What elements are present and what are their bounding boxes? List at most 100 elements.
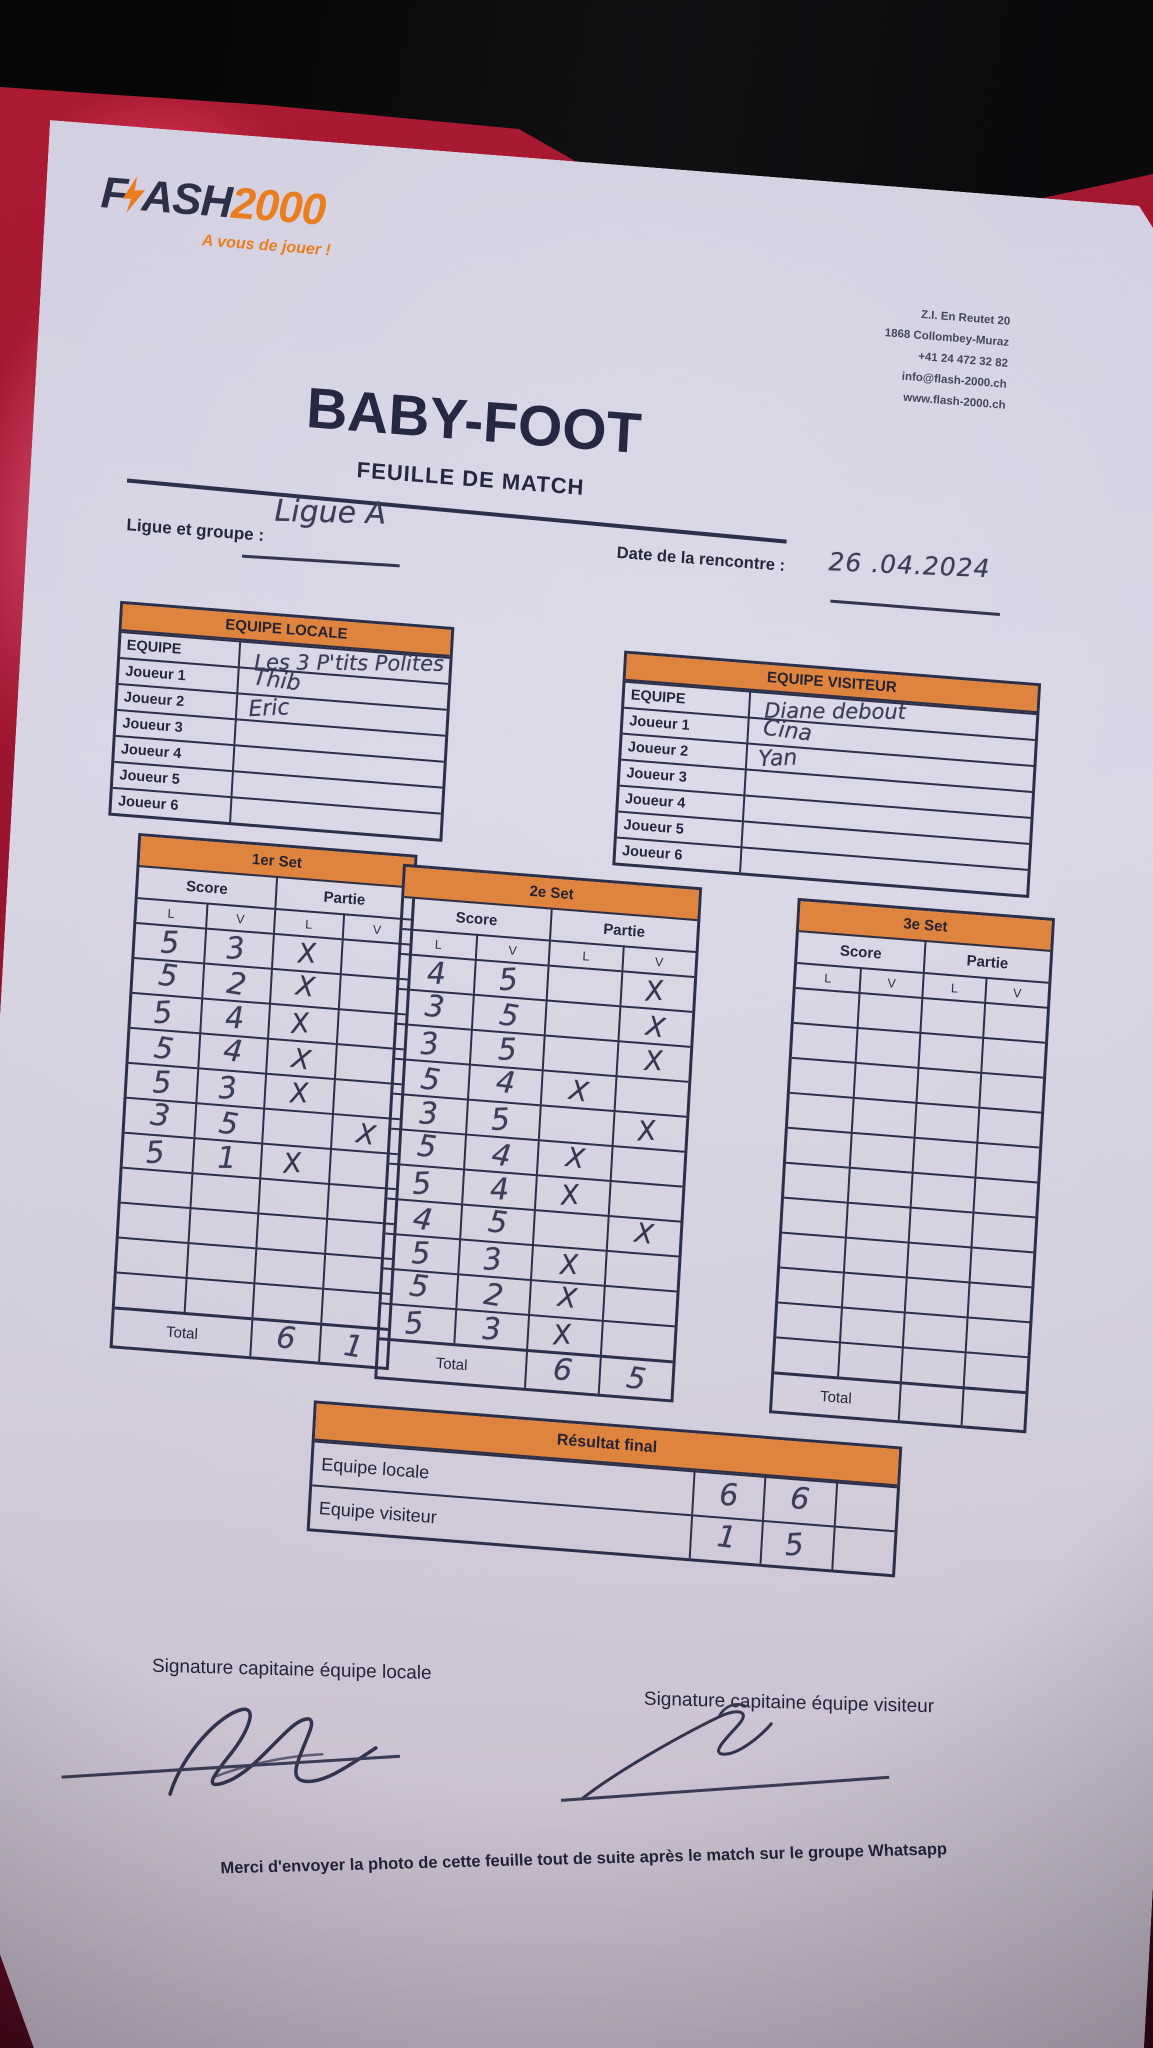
date-label: Date de la rencontre : bbox=[616, 543, 786, 575]
set-1-table: 1er Set Score Partie L V L V 5 3 X 5 2 X 5 4 X 5 4 X 5 3 X 3 5 X… bbox=[110, 833, 418, 1370]
local-captain-signature bbox=[149, 1690, 386, 1815]
score-cell bbox=[185, 1242, 255, 1282]
score-cell bbox=[855, 1027, 920, 1067]
score-cell: 5 bbox=[472, 959, 547, 1000]
score-cell bbox=[849, 1132, 914, 1172]
visitor-captain-signature bbox=[568, 1695, 786, 1813]
score-cell: 3 bbox=[195, 1067, 265, 1107]
partie-cell bbox=[607, 1180, 682, 1221]
handwritten-score: 5 bbox=[144, 1134, 166, 1171]
handwritten-x-mark: X bbox=[282, 1147, 303, 1180]
score-cell: 4 bbox=[199, 997, 269, 1037]
score-cell bbox=[851, 1097, 916, 1137]
partie-cell bbox=[906, 1241, 971, 1281]
partie-cell bbox=[910, 1172, 975, 1212]
score-cell: 5 bbox=[387, 1163, 462, 1204]
resultat-final-table: Résultat final Equipe locale 6 6 Equipe visi… bbox=[307, 1400, 903, 1577]
partie-cell bbox=[978, 1072, 1043, 1112]
handwritten-total: 1 bbox=[341, 1327, 366, 1366]
total-l-cell: 6 bbox=[249, 1317, 319, 1361]
league-underline bbox=[242, 555, 400, 567]
handwritten-x-mark: X bbox=[556, 1281, 578, 1315]
final-score-cell: 6 bbox=[762, 1476, 836, 1526]
score-cell: 2 bbox=[455, 1273, 530, 1314]
score-cell bbox=[847, 1167, 912, 1207]
handwritten-score: 3 bbox=[419, 1095, 439, 1132]
handwritten-score: 4 bbox=[221, 1032, 245, 1070]
handwritten-score: 3 bbox=[481, 1311, 502, 1347]
handwritten-score: 4 bbox=[225, 1000, 245, 1036]
handwritten-total: 6 bbox=[274, 1319, 298, 1358]
score-cell bbox=[853, 1062, 918, 1102]
logo-text-ash: ASH bbox=[140, 171, 233, 228]
handwritten-score: 4 bbox=[489, 1136, 514, 1175]
partie-cell bbox=[900, 1346, 965, 1386]
total-v-cell bbox=[961, 1386, 1026, 1430]
partie-cell bbox=[912, 1137, 977, 1177]
handwritten-x-mark: X bbox=[289, 1078, 309, 1110]
final-score-cell bbox=[831, 1525, 894, 1574]
partie-cell: X bbox=[265, 1038, 335, 1078]
set-3-table: 3e Set Score Partie L V L V Total bbox=[769, 898, 1055, 1433]
handwritten-score: 5 bbox=[151, 1029, 176, 1068]
handwritten-score: 5 bbox=[497, 996, 521, 1035]
handwritten-score: 5 bbox=[497, 1031, 517, 1068]
partie-cell bbox=[916, 1067, 981, 1107]
handwritten-team-value: Thib bbox=[251, 665, 302, 697]
handwritten-final-score: 1 bbox=[715, 1518, 738, 1557]
partie-cell bbox=[902, 1311, 967, 1351]
handwritten-score: 5 bbox=[489, 1101, 511, 1138]
partie-cell bbox=[542, 1034, 617, 1075]
score-cell: 3 bbox=[395, 1023, 470, 1064]
total-l-cell: 6 bbox=[524, 1349, 599, 1394]
partie-cell bbox=[261, 1108, 331, 1148]
partie-cell: X bbox=[271, 933, 341, 973]
partie-cell bbox=[967, 1281, 1032, 1321]
score-cell: 5 bbox=[123, 1132, 193, 1172]
score-cell bbox=[794, 987, 859, 1027]
partie-cell bbox=[976, 1107, 1041, 1147]
handwritten-score: 3 bbox=[481, 1241, 503, 1278]
partie-cell: X bbox=[617, 1005, 692, 1046]
partie-cell bbox=[914, 1102, 979, 1142]
handwritten-x-mark: X bbox=[289, 1043, 313, 1077]
set-2-table: 2e Set Score Partie L V L V 4 5 X 3 5 X 3 5 X 5 4 X 3 5 X 5 4 X 5… bbox=[374, 864, 702, 1403]
score-cell bbox=[784, 1162, 849, 1202]
handwritten-x-mark: X bbox=[294, 970, 317, 1004]
handwritten-date-value: 26 .04.2024 bbox=[828, 547, 991, 584]
partie-cell bbox=[544, 999, 619, 1040]
score-cell bbox=[778, 1267, 843, 1307]
handwritten-score: 5 bbox=[411, 1235, 431, 1271]
partie-cell: X bbox=[540, 1069, 615, 1110]
partie-cell bbox=[973, 1177, 1038, 1217]
score-cell: 4 bbox=[385, 1198, 460, 1239]
score-cell: 5 bbox=[470, 994, 545, 1035]
handwritten-score: 2 bbox=[481, 1276, 506, 1314]
score-cell: 4 bbox=[461, 1168, 536, 1209]
handwritten-x-mark: X bbox=[566, 1074, 590, 1109]
score-cell: 3 bbox=[453, 1308, 528, 1349]
handwritten-x-mark: X bbox=[559, 1249, 579, 1282]
partie-cell bbox=[908, 1207, 973, 1247]
partie-cell bbox=[257, 1177, 327, 1217]
partie-cell bbox=[980, 1037, 1045, 1077]
partie-cell bbox=[965, 1316, 1030, 1356]
score-cell: 3 bbox=[391, 1093, 466, 1134]
handwritten-team-value: Eric bbox=[247, 695, 291, 723]
score-cell: 5 bbox=[380, 1302, 455, 1343]
score-cell: 4 bbox=[467, 1064, 542, 1105]
final-score-cell: 5 bbox=[760, 1520, 834, 1570]
score-cell bbox=[837, 1341, 902, 1381]
score-cell: 2 bbox=[201, 962, 271, 1002]
flash2000-logo: F ASH2000 bbox=[100, 168, 327, 236]
score-cell bbox=[782, 1197, 847, 1237]
handwritten-x-mark: X bbox=[636, 1115, 657, 1148]
handwritten-score: 5 bbox=[156, 957, 180, 995]
partie-cell: X bbox=[528, 1279, 603, 1320]
score-cell bbox=[843, 1237, 908, 1277]
score-cell bbox=[780, 1232, 845, 1272]
partie-cell bbox=[532, 1209, 607, 1250]
partie-cell bbox=[255, 1212, 325, 1252]
score-cell: 5 bbox=[465, 1098, 540, 1139]
